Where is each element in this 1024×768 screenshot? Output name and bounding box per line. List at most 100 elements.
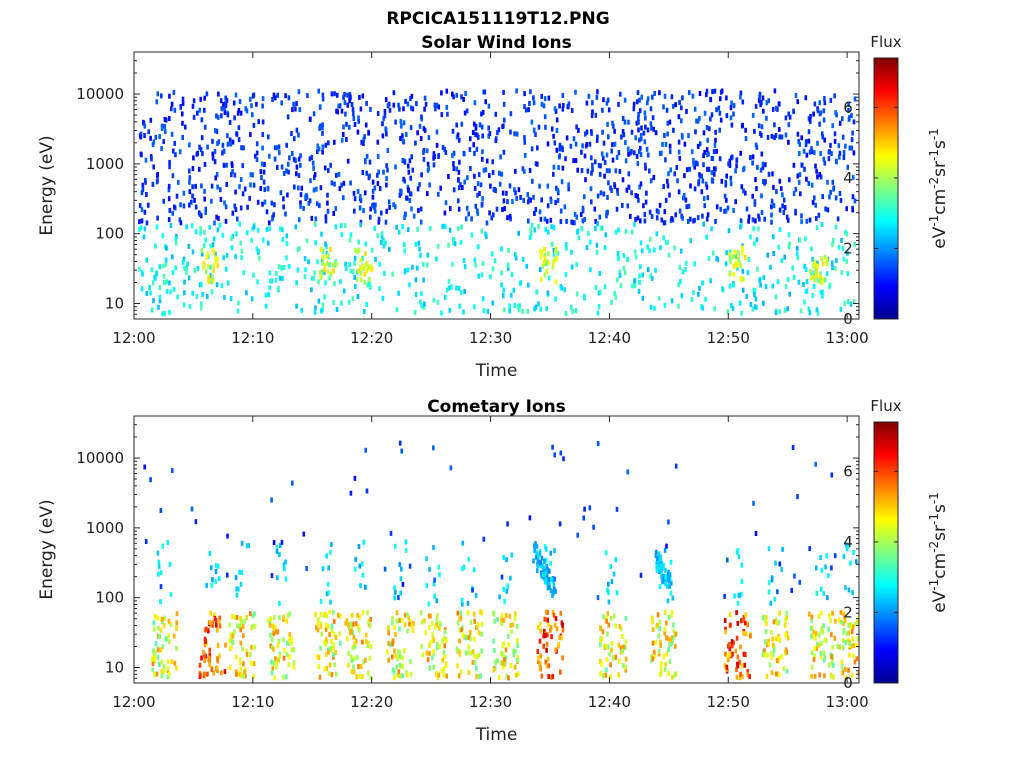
heatmap-cell bbox=[395, 610, 399, 616]
heatmap-cell bbox=[815, 646, 818, 652]
heatmap-cell bbox=[478, 191, 481, 196]
heatmap-cell bbox=[277, 639, 280, 644]
heatmap-cell bbox=[698, 172, 701, 178]
heatmap-cell bbox=[727, 161, 730, 167]
heatmap-cell bbox=[747, 257, 751, 262]
spectrogram-cells bbox=[138, 88, 857, 317]
heatmap-cell bbox=[666, 598, 670, 604]
heatmap-cell bbox=[812, 111, 815, 117]
heatmap-cell bbox=[239, 627, 242, 633]
heatmap-cell bbox=[222, 255, 225, 261]
heatmap-cell bbox=[290, 640, 293, 646]
heatmap-cell bbox=[659, 642, 662, 648]
heatmap-cell bbox=[161, 644, 165, 649]
heatmap-cell bbox=[718, 156, 722, 162]
heatmap-cell bbox=[168, 561, 172, 567]
heatmap-cell bbox=[490, 251, 494, 257]
heatmap-cell bbox=[195, 294, 199, 299]
heatmap-cell bbox=[703, 203, 706, 209]
heatmap-cell bbox=[730, 155, 733, 161]
heatmap-cell bbox=[599, 642, 602, 648]
heatmap-cell bbox=[602, 155, 605, 161]
heatmap-cell bbox=[662, 235, 665, 241]
heatmap-cell bbox=[403, 215, 406, 220]
heatmap-cell bbox=[272, 646, 275, 652]
heatmap-cell bbox=[702, 153, 705, 159]
heatmap-cell bbox=[678, 100, 681, 105]
heatmap-cell bbox=[427, 625, 431, 630]
heatmap-cell bbox=[842, 150, 846, 155]
heatmap-cell bbox=[473, 100, 477, 106]
heatmap-cell bbox=[757, 213, 760, 219]
heatmap-cell bbox=[670, 640, 674, 646]
heatmap-cell bbox=[179, 104, 182, 110]
heatmap-cell bbox=[362, 266, 365, 272]
heatmap-cell bbox=[325, 613, 328, 619]
heatmap-cell bbox=[545, 641, 549, 647]
heatmap-cell bbox=[539, 306, 543, 312]
colorbar-unit-label: eV-1cm-2sr-1s-1 bbox=[927, 128, 950, 249]
heatmap-cell bbox=[302, 205, 305, 211]
heatmap-cell bbox=[203, 161, 207, 167]
heatmap-cell bbox=[764, 162, 767, 168]
heatmap-cell bbox=[665, 635, 668, 641]
heatmap-cell bbox=[457, 177, 460, 183]
heatmap-cell bbox=[503, 657, 506, 663]
heatmap-cell bbox=[329, 599, 332, 605]
heatmap-cell bbox=[233, 614, 236, 620]
heatmap-cell bbox=[331, 262, 335, 268]
heatmap-cell bbox=[700, 189, 704, 195]
heatmap-cell bbox=[380, 234, 384, 240]
heatmap-cell bbox=[819, 641, 823, 646]
heatmap-cell bbox=[744, 190, 747, 196]
heatmap-cell bbox=[631, 283, 634, 289]
heatmap-cell bbox=[419, 206, 423, 212]
heatmap-cell bbox=[255, 101, 258, 107]
heatmap-cell bbox=[369, 644, 373, 649]
heatmap-cell bbox=[369, 106, 372, 112]
heatmap-cell bbox=[808, 149, 812, 155]
heatmap-cell bbox=[657, 209, 660, 215]
heatmap-cell bbox=[545, 572, 549, 578]
heatmap-cell bbox=[324, 637, 328, 643]
heatmap-cell bbox=[478, 122, 482, 128]
heatmap-cell bbox=[168, 164, 171, 170]
heatmap-cell bbox=[182, 190, 186, 196]
heatmap-cell bbox=[798, 172, 802, 178]
heatmap-cell bbox=[345, 618, 349, 624]
heatmap-cell bbox=[796, 173, 800, 179]
heatmap-cell bbox=[706, 137, 709, 143]
heatmap-cell bbox=[210, 667, 214, 673]
heatmap-cell bbox=[538, 209, 542, 215]
heatmap-cell bbox=[638, 137, 641, 143]
heatmap-cell bbox=[251, 624, 255, 630]
heatmap-cell bbox=[618, 269, 622, 275]
heatmap-cell bbox=[419, 610, 423, 616]
heatmap-cell bbox=[423, 106, 426, 112]
heatmap-cell bbox=[433, 593, 436, 599]
heatmap-cell bbox=[729, 105, 733, 111]
heatmap-cell bbox=[782, 666, 786, 671]
heatmap-cell bbox=[552, 164, 556, 170]
heatmap-cell bbox=[418, 123, 422, 129]
heatmap-cell bbox=[818, 100, 821, 106]
heatmap-cell bbox=[491, 300, 495, 306]
heatmap-cell bbox=[527, 196, 531, 202]
heatmap-cell bbox=[744, 620, 747, 626]
heatmap-cell bbox=[571, 309, 574, 315]
heatmap-cell bbox=[550, 634, 553, 640]
heatmap-cell bbox=[357, 664, 360, 670]
heatmap-cell bbox=[448, 307, 451, 313]
heatmap-cell bbox=[435, 598, 439, 604]
heatmap-cell bbox=[672, 127, 675, 133]
heatmap-cell bbox=[253, 644, 256, 650]
heatmap-cell bbox=[555, 256, 559, 261]
heatmap-cell bbox=[290, 636, 293, 642]
heatmap-cell bbox=[505, 190, 508, 196]
heatmap-cell bbox=[321, 302, 325, 308]
heatmap-cell bbox=[831, 265, 834, 270]
heatmap-cell bbox=[304, 267, 307, 273]
heatmap-cell bbox=[159, 627, 163, 633]
heatmap-cell bbox=[830, 660, 834, 666]
heatmap-cell bbox=[850, 672, 854, 678]
